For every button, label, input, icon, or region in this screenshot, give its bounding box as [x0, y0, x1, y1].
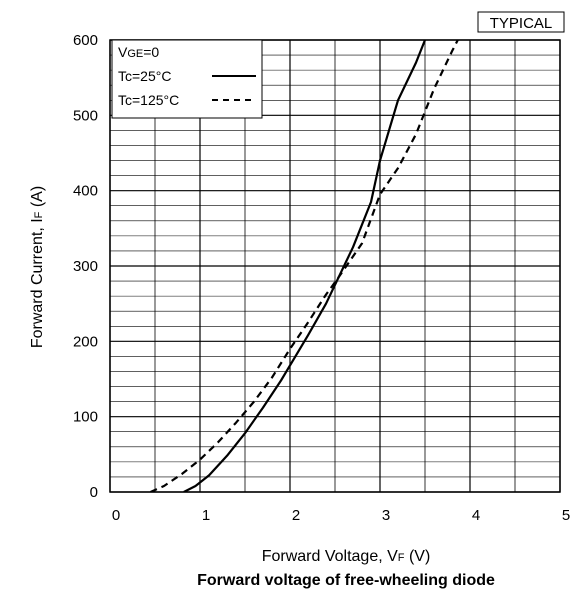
x-tick-label: 3 — [382, 507, 390, 524]
legend-label-series-0: Tc=25°C — [118, 68, 171, 84]
y-tick-labels: 0 100 200 300 400 500 600 — [73, 32, 98, 501]
legend-header: VGE=0 — [118, 44, 159, 60]
legend-frame — [111, 39, 263, 119]
y-tick-label: 400 — [73, 183, 98, 200]
y-tick-label: 300 — [73, 258, 98, 275]
legend: VGE=0 Tc=25°C Tc=125°C — [111, 39, 263, 119]
x-tick-labels: 0 1 2 3 4 5 — [112, 507, 570, 524]
y-tick-label: 600 — [73, 32, 98, 49]
y-axis-label: Forward Current, IF (A) — [29, 186, 46, 348]
y-tick-label: 500 — [73, 107, 98, 124]
plot-frame — [109, 39, 561, 493]
y-tick-label: 100 — [73, 409, 98, 426]
typical-badge: TYPICAL — [490, 15, 553, 32]
y-tick-label: 200 — [73, 333, 98, 350]
x-tick-label: 0 — [112, 507, 120, 524]
x-axis-label: Forward Voltage, VF (V) — [262, 548, 431, 565]
legend-label-series-1: Tc=125°C — [118, 92, 179, 108]
curves — [150, 40, 460, 492]
x-tick-label: 1 — [202, 507, 210, 524]
typical-badge-frame — [477, 11, 565, 33]
x-tick-label: 4 — [472, 507, 480, 524]
series-line-0 — [183, 40, 427, 492]
series-line-1 — [150, 40, 460, 492]
y-tick-label: 0 — [90, 484, 98, 501]
chart-title: Forward voltage of free-wheeling diode — [197, 572, 495, 589]
x-tick-label: 5 — [562, 507, 570, 524]
x-tick-label: 2 — [292, 507, 300, 524]
